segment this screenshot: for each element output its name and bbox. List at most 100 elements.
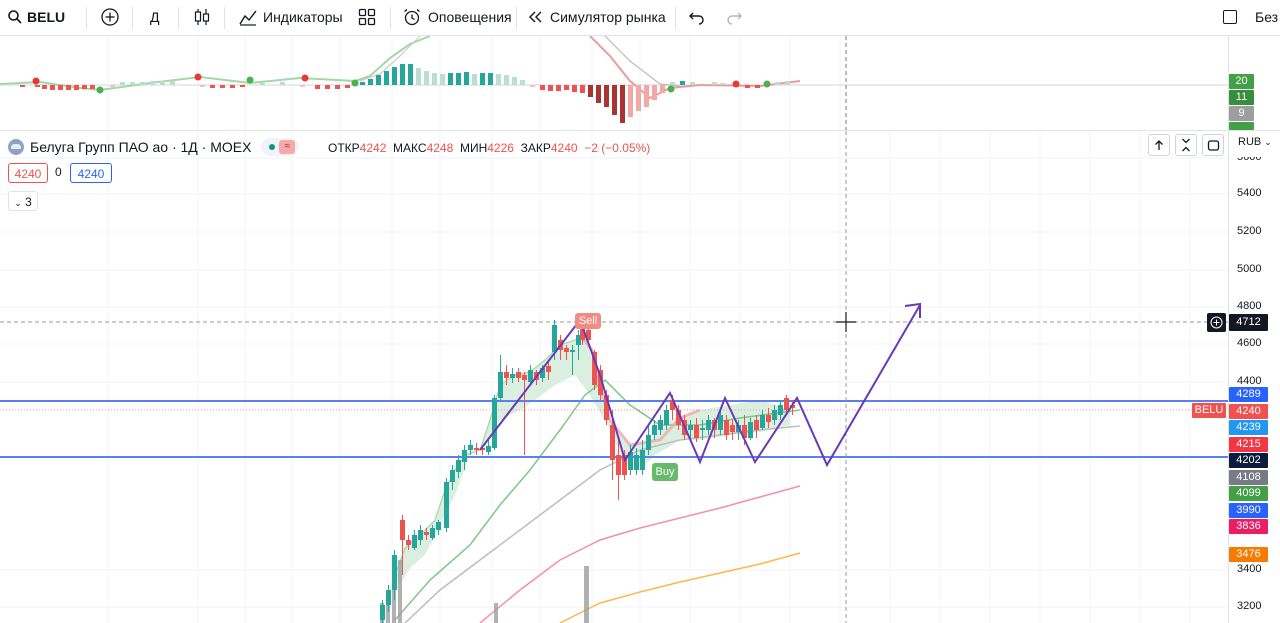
replay-button[interactable]: Симулятор рынка [528,0,666,34]
candle-body [724,420,729,435]
candle-body [694,425,699,438]
histogram-bar [520,80,525,85]
price-tick-label: 4600 [1237,337,1262,349]
candle-body [564,348,569,352]
price-tick-label: 5400 [1237,187,1262,199]
compare-button[interactable] [100,0,120,34]
histogram-bar [240,85,245,87]
moving-average-line [394,379,801,621]
replay-label: Симулятор рынка [550,9,666,25]
candle-body [412,535,417,548]
osc-value-badge-partial [1229,122,1254,130]
buy-button[interactable]: 4240 [70,163,112,183]
candle-body [700,428,705,430]
histogram-bar [448,73,453,85]
sell-signal-marker: Sell [575,313,601,329]
candle-body [718,415,723,430]
histogram-bar [160,81,165,85]
collapse-indicators-button[interactable]: ⌄ 3 [8,191,38,211]
histogram-bar [432,73,437,85]
cross-dot [194,73,202,81]
alerts-button[interactable]: Оповещения [402,0,512,34]
candle-body [576,335,581,345]
sell-button[interactable]: 4240 [8,163,48,183]
cross-dot [301,74,309,82]
candle-body [474,448,479,450]
histogram-bar [82,85,87,89]
moving-average-line [404,425,801,623]
histogram-bar [220,85,225,88]
chart-legend: Белуга Групп ПАО ао · 1Д · MOEX ≈ [8,138,300,156]
candle-body [444,482,449,528]
histogram-bar [170,81,175,85]
histogram-bar [300,85,305,87]
delay-icon: ≈ [279,140,296,154]
grid-icon [358,8,376,26]
cross-dot [246,76,254,84]
histogram-bar [556,85,561,91]
undo-button[interactable] [688,0,706,34]
price-tick-label: 3200 [1237,600,1262,612]
add-alert-button[interactable] [1207,313,1226,332]
main-chart-pane[interactable] [0,131,1228,623]
symbol-label: BELU [27,9,66,25]
indicators-button[interactable]: Индикаторы [238,0,343,34]
histogram-bar [400,64,405,85]
candle-body [380,605,385,620]
redo-button[interactable] [725,0,743,34]
histogram-bar [58,85,63,90]
toolbar-divider [224,7,225,29]
buy-signal-marker: Buy [652,463,678,481]
alerts-label: Оповещения [428,9,512,25]
histogram-bar [680,81,685,85]
candle-body [570,350,575,352]
candle-body [528,370,533,382]
collapse-pane-button[interactable] [1175,134,1197,156]
layout-templates-button[interactable] [358,0,376,34]
histogram-bar [416,68,421,85]
histogram-bar [620,85,625,123]
cross-dot [763,80,771,88]
candle-body [748,422,753,438]
histogram-bar [130,82,135,85]
candle-body [492,398,497,448]
currency-label: RUB [1238,136,1262,148]
volume-bar [584,566,589,623]
legend-status-pill[interactable]: ≈ [261,138,300,156]
histogram-bar [150,81,155,85]
candles-icon [194,9,210,25]
histogram-bar [35,85,40,87]
candle-body [658,420,663,430]
candle-body [580,322,585,340]
move-pane-up-button[interactable] [1148,134,1170,156]
candle-body [462,450,467,462]
candle-body [652,425,657,435]
interval-button[interactable]: Д [150,9,160,25]
candle-body [480,448,485,450]
histogram-bar [464,72,469,85]
oscillator-pane[interactable] [0,36,1228,130]
pane-divider[interactable] [0,130,1280,131]
histogram-bar [745,85,750,88]
chart-type-button[interactable] [193,0,211,34]
right-toggle[interactable]: Без [1223,0,1278,34]
candle-body [616,455,621,475]
candle-body [586,330,591,340]
price-level-badge: 3990 [1229,503,1268,518]
symbol-search-button[interactable]: BELU [7,0,65,34]
low-label: МИН [459,141,488,155]
symbol-logo-icon [8,139,24,155]
currency-selector[interactable]: RUB ⌄ [1238,136,1272,148]
candle-body [778,405,783,415]
candle-body [486,446,491,452]
candle-body [784,398,789,410]
spread-value: 0 [55,165,62,179]
candle-body [640,450,645,470]
histogram-bar [360,82,365,85]
maximize-pane-button[interactable] [1202,134,1224,156]
histogram-bar [74,85,79,90]
cross-dot [351,79,359,87]
histogram-bar [20,85,25,87]
chart-title[interactable]: Белуга Групп ПАО ао · 1Д · MOEX [30,139,252,155]
price-axis[interactable] [1228,131,1280,623]
